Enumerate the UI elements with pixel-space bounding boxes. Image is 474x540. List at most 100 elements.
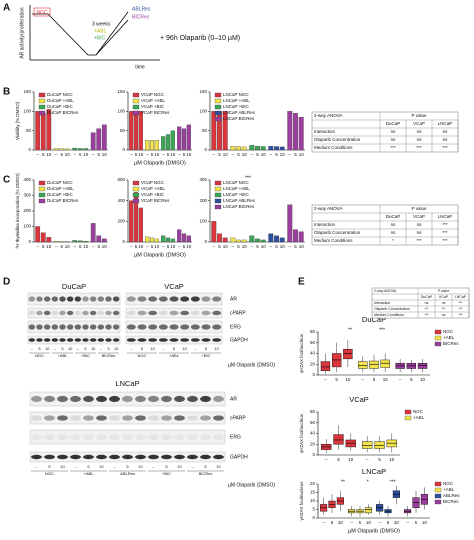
y-tick-label: 20: [310, 441, 316, 446]
bar: [149, 140, 155, 151]
bar: [186, 124, 191, 151]
y-tick-label: 0: [122, 147, 125, 152]
dose-label: 10: [177, 464, 182, 469]
dose-label: 10: [150, 346, 155, 351]
bar: [129, 200, 134, 243]
x-tick-label: –: [130, 244, 133, 249]
band: [97, 338, 105, 342]
bar: [170, 130, 175, 151]
bar: [255, 238, 260, 243]
group-label: BICRes: [199, 471, 213, 476]
x-tick-label: 5: [237, 152, 240, 157]
dose-label: –: [191, 464, 194, 469]
arm: +ABL: [94, 28, 107, 34]
x-tick-label: –: [92, 244, 95, 249]
table-cell: ***: [441, 307, 446, 311]
x-tick-label: 10: [223, 244, 229, 249]
x-label: time: [135, 64, 145, 70]
marker-label: ERG: [230, 324, 241, 330]
legend-label: VCaP +ABL: [141, 186, 166, 191]
dose-label: 5: [87, 464, 90, 469]
band: [97, 324, 105, 330]
bar: [83, 241, 89, 243]
bar: [35, 111, 41, 151]
x-tick-label: 5: [410, 377, 413, 382]
band: [158, 296, 168, 302]
x-tick-label: –: [73, 244, 76, 249]
group-label: +ABL: [169, 353, 180, 358]
x-tick-label: –: [270, 244, 273, 249]
legend-swatch: [38, 98, 46, 104]
band: [83, 454, 94, 460]
band: [174, 415, 185, 421]
y-tick-label: 100: [117, 109, 125, 114]
band: [122, 433, 133, 441]
band: [96, 433, 107, 441]
band: [82, 338, 89, 342]
band: [180, 338, 190, 342]
band: [201, 296, 211, 302]
band: [36, 310, 43, 316]
legend-label: LNCaP +ABL: [223, 98, 250, 103]
table-cell: ***: [458, 301, 463, 305]
y-label: ³H-thymidine incorporation [% DMSO]: [15, 173, 20, 248]
bar: [236, 146, 241, 151]
legend-label: ABLRes: [443, 493, 460, 498]
x-label: µM Olaparib (DMSO): [228, 362, 275, 368]
band: [148, 415, 159, 421]
legend-swatch: [132, 110, 140, 116]
resistant: BICRes: [132, 14, 150, 20]
legend-label: LNCaP ABLRes: [223, 110, 256, 115]
table-header: LNCaP: [438, 214, 453, 219]
box: [333, 434, 344, 445]
y-tick-label: 0: [312, 515, 315, 520]
box: [33, 7, 51, 17]
band: [51, 310, 59, 316]
annotation: ***: [245, 175, 251, 181]
legend-swatch: [214, 198, 222, 204]
panel-label: C: [3, 175, 10, 186]
band: [28, 310, 36, 316]
bar: [298, 231, 304, 243]
legend-label: DuCaP BICRes: [47, 110, 79, 115]
x-tick-label: 10: [389, 457, 395, 462]
bar: [260, 146, 266, 151]
dose-label: 10: [138, 464, 143, 469]
bar: [40, 232, 46, 243]
x-tick-label: –: [325, 457, 328, 462]
table-cell: ns: [417, 137, 423, 142]
x-tick-label: 10: [170, 152, 176, 157]
band: [161, 433, 172, 441]
dose-label: –: [194, 346, 197, 351]
x-tick-label: 5: [135, 244, 138, 249]
table-header: DuCaP: [421, 295, 433, 299]
blot-strip: [27, 292, 121, 306]
band: [36, 324, 43, 330]
x-tick-label: 5: [337, 457, 340, 462]
marker-label: GAPDH: [230, 337, 248, 343]
table-header: VCaP: [413, 214, 425, 219]
band: [135, 395, 146, 403]
x-tick-label: 5: [359, 520, 362, 525]
x-tick-label: 10: [261, 244, 267, 249]
table-header: VCaP: [439, 295, 449, 299]
x-tick-label: 10: [299, 244, 305, 249]
band: [200, 454, 211, 460]
x-tick-label: 5: [60, 244, 63, 249]
band: [96, 415, 107, 421]
bar: [77, 240, 83, 243]
table-cell: ns: [391, 129, 397, 134]
band: [109, 454, 120, 460]
x-tick-label: 5: [97, 244, 100, 249]
x-tick-label: 10: [422, 520, 428, 525]
table: [311, 111, 459, 153]
bar: [53, 148, 59, 151]
legend-swatch: [132, 198, 140, 204]
x-tick-label: 10: [170, 244, 176, 249]
dose-label: 5: [38, 346, 41, 351]
bar: [161, 235, 166, 243]
y-tick-label: 60: [310, 340, 316, 345]
table-header: LNCaP: [455, 295, 467, 299]
band: [51, 338, 59, 342]
y-tick-label: 100: [23, 224, 31, 229]
